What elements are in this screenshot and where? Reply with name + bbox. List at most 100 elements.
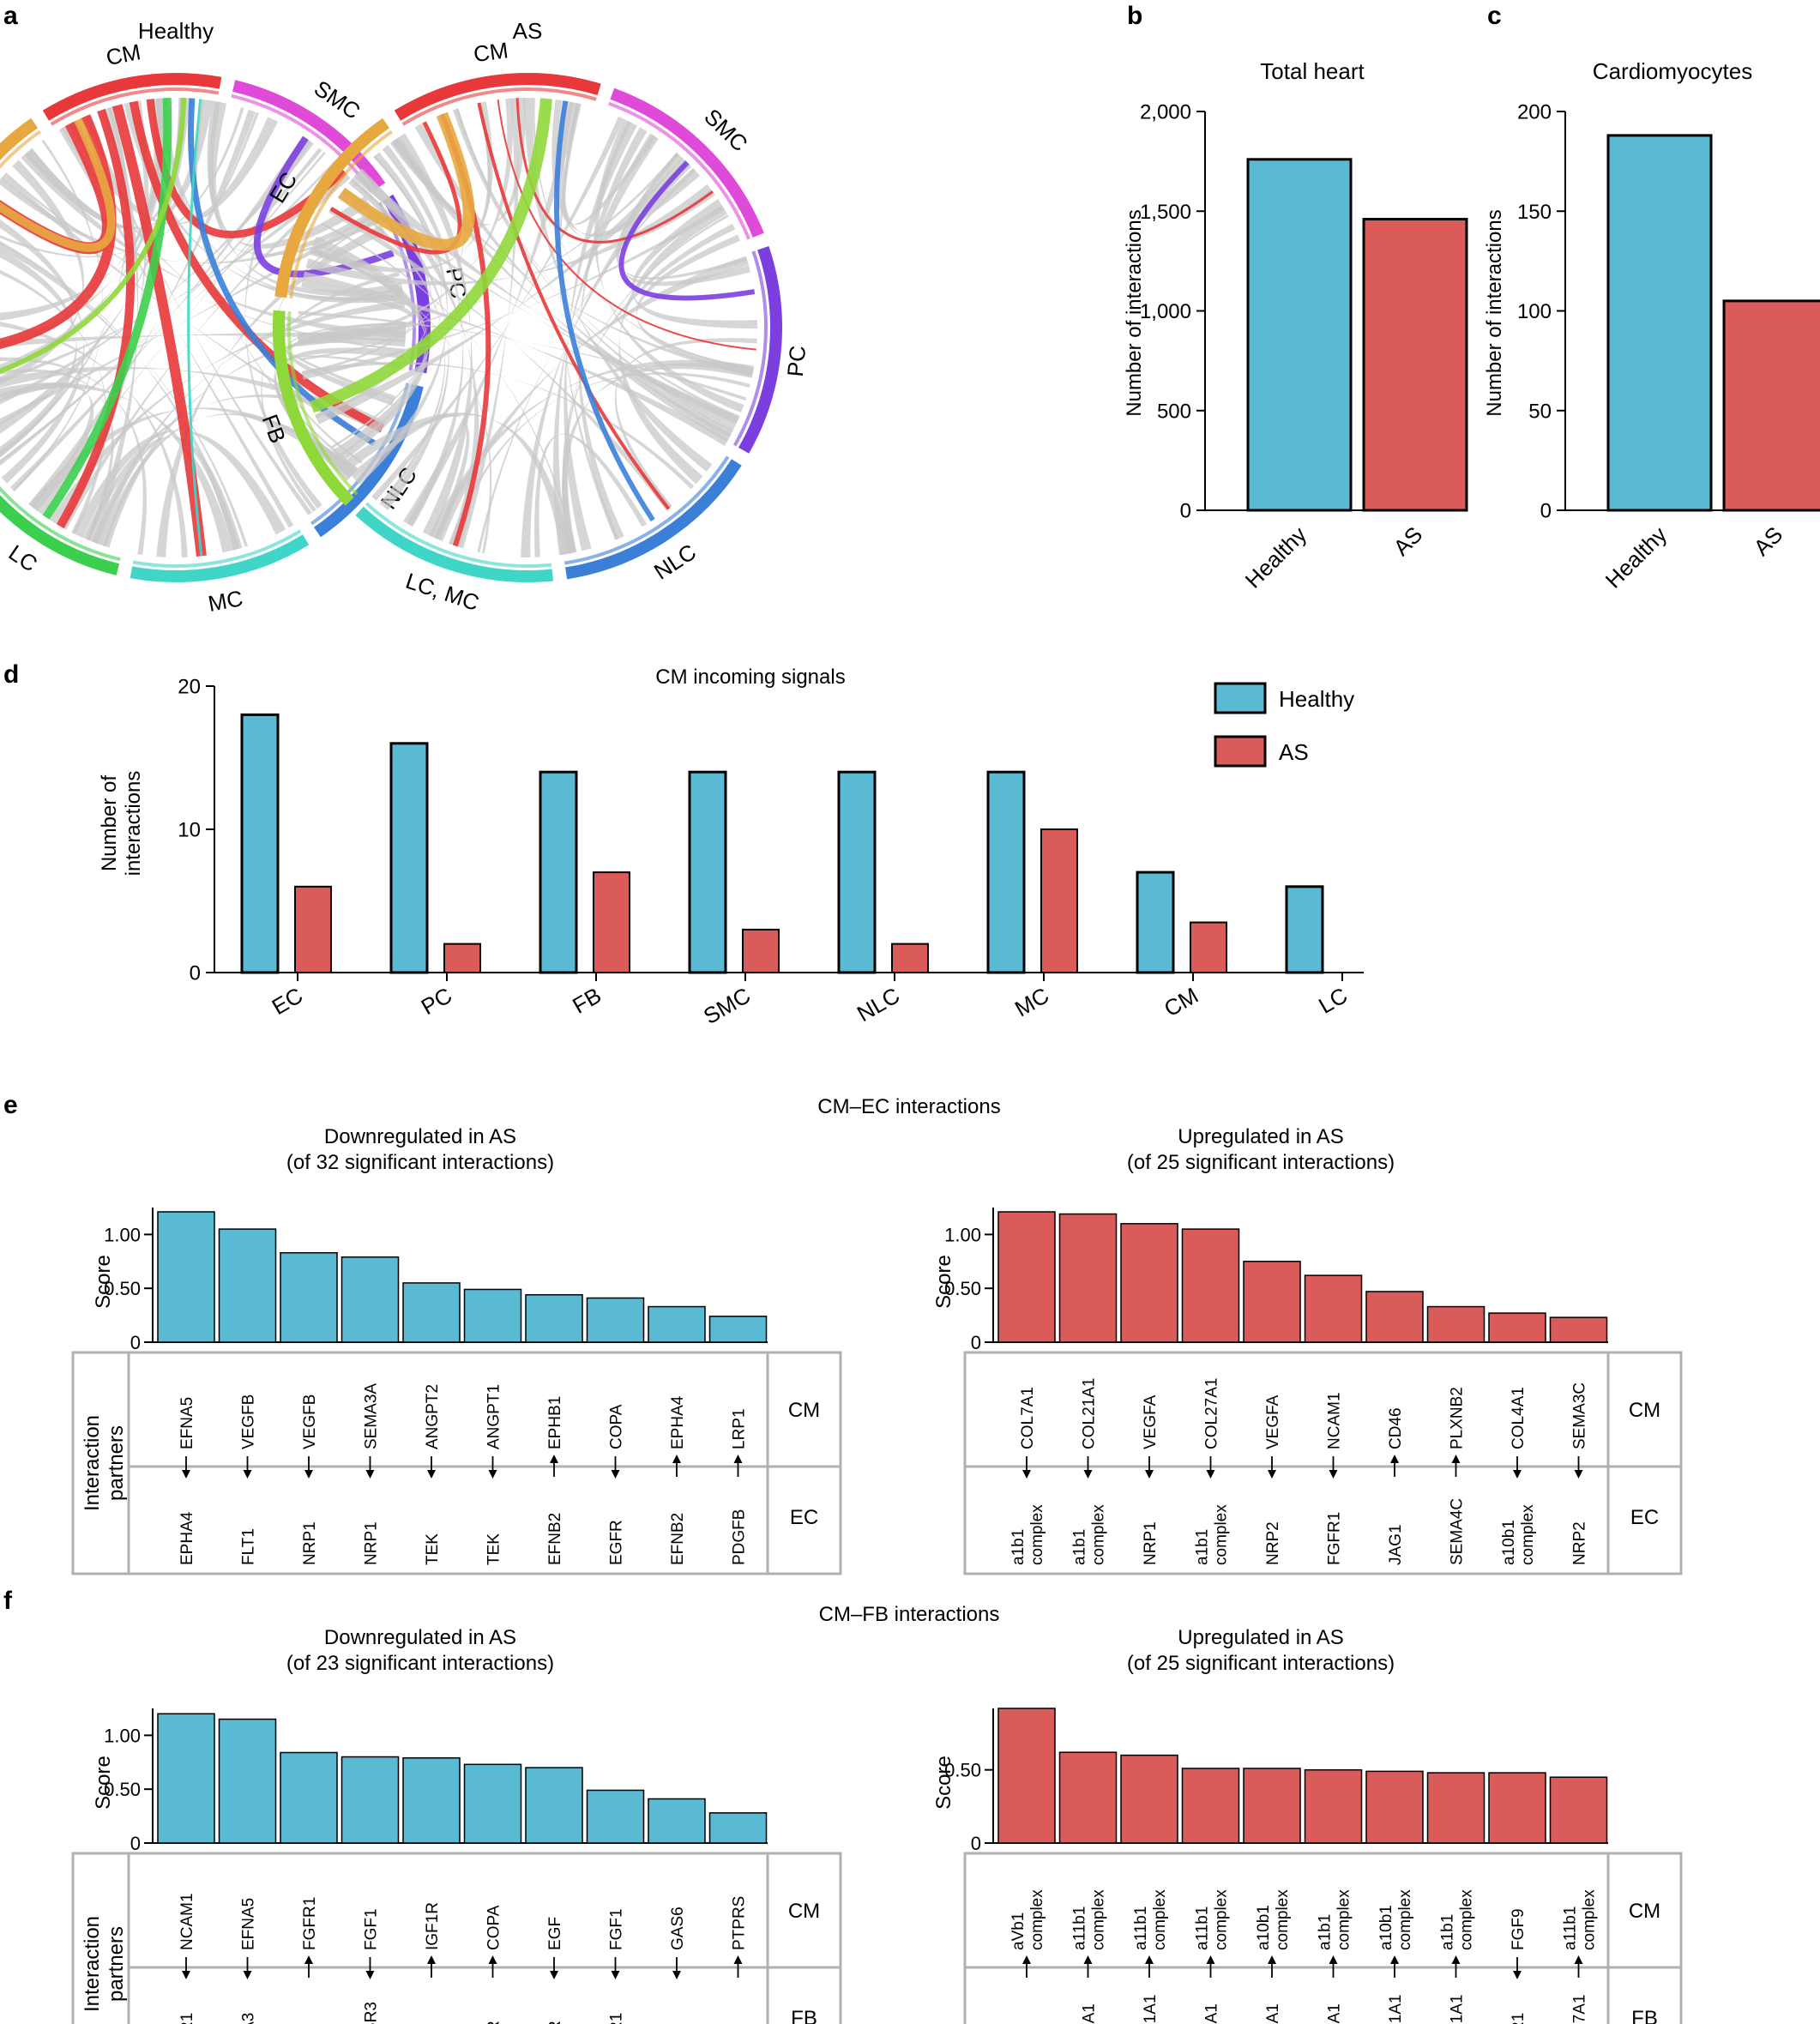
- partner-bottom-label: a1b1: [1194, 1529, 1212, 1565]
- partner-top-label: FGF1: [363, 1908, 381, 1950]
- score-bar: [525, 1293, 583, 1343]
- partner-top-label: complex: [1335, 1889, 1353, 1950]
- score-bar: [402, 1282, 461, 1343]
- partners-label-line2: partners: [105, 1926, 128, 2002]
- y-axis-label: Score: [92, 1255, 115, 1309]
- highlight-chord: [515, 98, 714, 244]
- bar-healthy-nlc: [837, 770, 877, 974]
- partners-label-line2: partners: [105, 1425, 128, 1501]
- score-bar: [1304, 1768, 1363, 1844]
- partner-arrow-down: [550, 1971, 558, 1979]
- gray-chord: [337, 195, 446, 507]
- bar-healthy-cm: [1136, 870, 1175, 974]
- bar-healthy-ec: [240, 713, 280, 974]
- partner-top-label: a10b1: [1255, 1905, 1273, 1950]
- partner-top-label: GAS6: [669, 1907, 687, 1950]
- gray-chord: [195, 99, 259, 218]
- gray-chord: [24, 99, 213, 230]
- row-label-top: CM: [1629, 1399, 1660, 1422]
- partner-top-label: FGF9: [1510, 1908, 1528, 1950]
- partners-table-frame: [963, 1351, 1683, 1575]
- partner-arrow-up: [1574, 1955, 1583, 1964]
- partners-table-frame: [71, 1852, 842, 2024]
- panel-c-cardiomyocytes-chart: Cardiomyocytes Number of interactions 0 50 1…: [1483, 58, 1820, 593]
- partner-arrow-up: [1206, 1955, 1215, 1964]
- y-tick-label: 0: [971, 1332, 981, 1353]
- panel-b-total-heart-chart: Total heart Number of interactions 0 500 1,0…: [1123, 58, 1468, 593]
- highlight-chord: [187, 99, 203, 557]
- partner-bottom-label: FGFR1: [1510, 2013, 1528, 2024]
- partner-top-label: NCAM1: [1326, 1392, 1344, 1449]
- highlight-chord: [146, 99, 347, 238]
- partner-arrow-up: [733, 1955, 743, 1964]
- panel-letter-e: e: [3, 1091, 18, 1119]
- score-bar: [708, 1316, 768, 1343]
- row-label-bottom: EC: [1630, 1506, 1659, 1529]
- partner-bottom-label: EPHA4: [178, 1511, 196, 1565]
- panel-letter-b: b: [1127, 2, 1142, 30]
- partner-top-label: complex: [1458, 1889, 1476, 1950]
- gray-chord: [0, 383, 94, 515]
- chart-title: CM incoming signals: [655, 666, 845, 689]
- partner-arrow-down: [182, 1470, 190, 1479]
- y-tick-label: 1.00: [104, 1725, 141, 1746]
- score-bar: [997, 1211, 1056, 1343]
- partner-bottom-label: NRP1: [1142, 1521, 1160, 1565]
- bar-as: [1722, 299, 1820, 512]
- highlight-chord: [477, 102, 671, 510]
- partner-top-label: a11b1: [1562, 1907, 1580, 1950]
- bar-as-mc: [1040, 828, 1078, 973]
- row-label-bottom: FB: [791, 2007, 817, 2024]
- score-bar: [1058, 1213, 1118, 1343]
- score-bar: [157, 1713, 215, 1844]
- partner-top-label: complex: [1396, 1889, 1414, 1950]
- partner-arrow-down: [1329, 1470, 1338, 1479]
- bar-healthy-lc: [1285, 885, 1324, 974]
- partner-arrow-down: [365, 1470, 375, 1479]
- y-axis-label: Score: [92, 1756, 115, 1810]
- bar-healthy-smc: [688, 770, 727, 974]
- partner-bottom-label: JAG1: [1387, 1524, 1405, 1565]
- partner-bottom-label: COL7A1: [1264, 2003, 1282, 2024]
- score-bar: [463, 1763, 522, 1844]
- highlight-chord: [554, 100, 655, 522]
- chart-title-line1: Upregulated in AS: [1178, 1125, 1343, 1148]
- gray-chord: [618, 205, 727, 485]
- partner-top-label: COL27A1: [1203, 1378, 1221, 1449]
- sector-label: FB: [257, 411, 292, 447]
- gray-chord: [0, 248, 77, 458]
- gray-chord: [72, 431, 286, 539]
- x-tick-label: Healthy: [1240, 521, 1312, 593]
- partner-top-label: VEGFB: [301, 1395, 319, 1449]
- gray-chord: [28, 407, 357, 512]
- bar-as-cm: [1190, 921, 1227, 974]
- partner-bottom-label: FGFR1: [1326, 1512, 1344, 1565]
- highlight-chord: [42, 98, 172, 520]
- gray-chord: [552, 133, 659, 556]
- score-bar: [1120, 1223, 1178, 1343]
- score-bar: [1120, 1754, 1178, 1844]
- score-bar: [280, 1252, 338, 1343]
- score-bar: [1304, 1274, 1363, 1343]
- chart-title-line2: (of 23 significant interactions): [286, 1652, 554, 1675]
- sector-inner-arc: [608, 101, 750, 240]
- partner-top-label: COPA: [485, 1905, 503, 1950]
- partner-arrow-down: [611, 1470, 620, 1479]
- partner-bottom-label: COL6A1: [1203, 2003, 1221, 2024]
- partner-top-label: NCAM1: [178, 1893, 196, 1950]
- sector-inner-arc: [0, 130, 42, 170]
- partner-bottom-label: a1b1: [1009, 1529, 1028, 1565]
- score-bar: [463, 1288, 522, 1343]
- partner-arrow-down: [611, 1971, 620, 1979]
- partner-arrow-up: [488, 1955, 497, 1964]
- x-tick-label: AS: [1389, 521, 1428, 561]
- partner-top-label: VEGFB: [240, 1395, 258, 1449]
- chart-title-line1: Downregulated in AS: [324, 1626, 516, 1649]
- sector-inner-arc: [732, 250, 768, 447]
- partner-arrow-up: [1268, 1955, 1276, 1964]
- legend-swatch-healthy: [1214, 682, 1267, 714]
- gray-chord: [274, 347, 405, 478]
- score-bar: [708, 1812, 768, 1844]
- partner-bottom-label: COL21A1: [1142, 1995, 1160, 2024]
- partner-arrow-up: [1083, 1955, 1093, 1964]
